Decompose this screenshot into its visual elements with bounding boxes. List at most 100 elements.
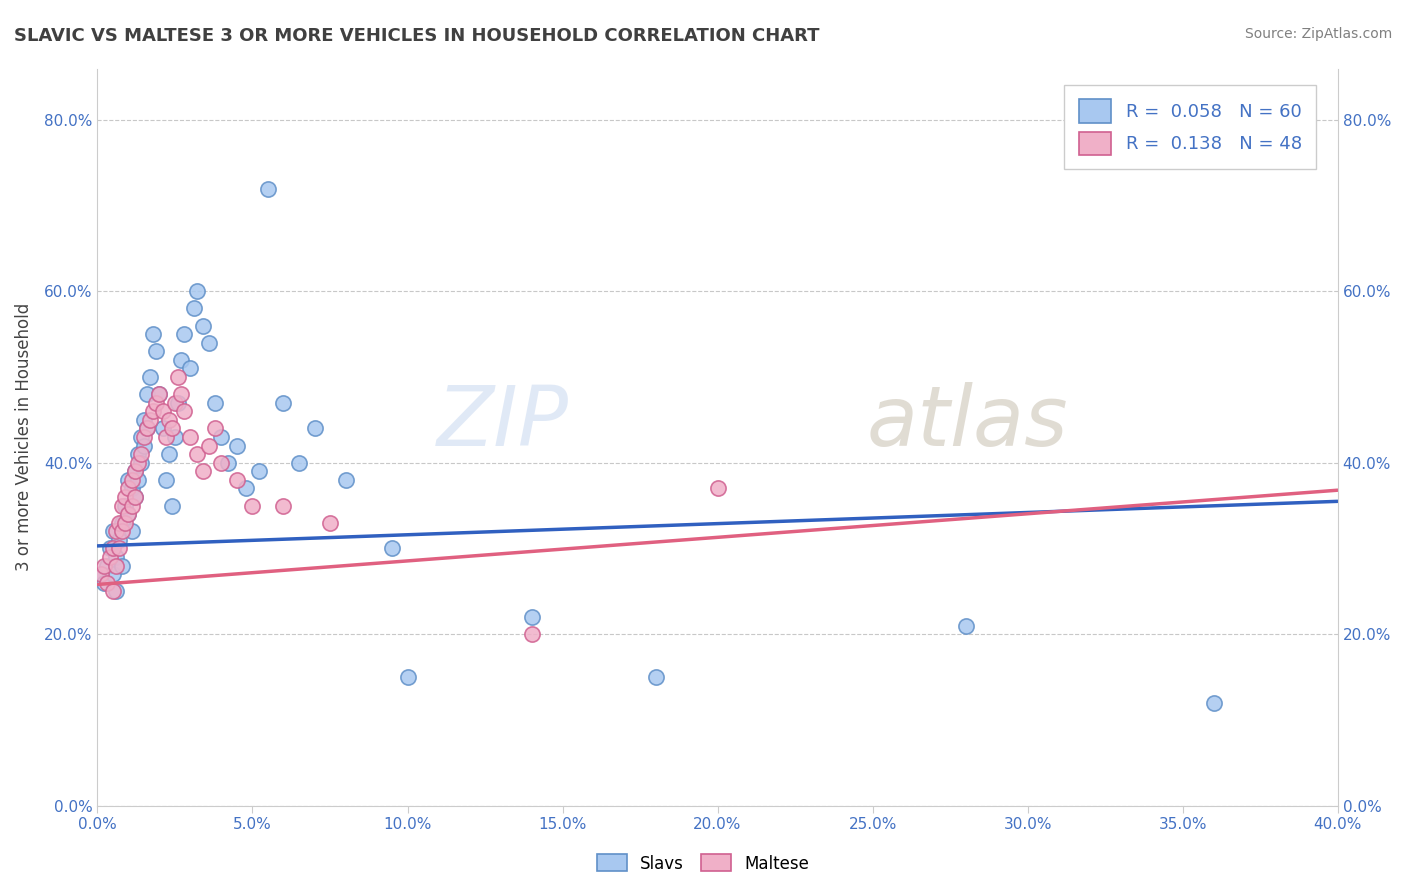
Legend: Slavs, Maltese: Slavs, Maltese [591,847,815,880]
Point [101,584,124,599]
Point [145,344,167,359]
Point [148,387,170,401]
Point [132,439,155,453]
Point [129,456,152,470]
Point [117,482,139,496]
Point [96,575,118,590]
Point [226,473,249,487]
Point [111,558,134,573]
Point [139,370,162,384]
Legend: R =  0.058   N = 60, R =  0.138   N = 48: R = 0.058 N = 60, R = 0.138 N = 48 [1064,85,1316,169]
Point [520,610,543,624]
Point [127,447,149,461]
Point [163,430,186,444]
Point [152,421,174,435]
Point [90,567,112,582]
Point [235,482,257,496]
Point [157,413,180,427]
Point [170,387,193,401]
Point [191,464,214,478]
Point [127,456,149,470]
Point [152,404,174,418]
Point [136,387,159,401]
Point [132,413,155,427]
Point [204,396,226,410]
Point [105,524,128,539]
Point [706,482,728,496]
Point [155,473,177,487]
Text: ZIP: ZIP [437,382,569,463]
Point [173,327,195,342]
Point [145,396,167,410]
Point [93,575,115,590]
Point [114,490,136,504]
Y-axis label: 3 or more Vehicles in Household: 3 or more Vehicles in Household [15,303,32,571]
Point [142,404,165,418]
Point [211,456,233,470]
Point [1202,696,1225,710]
Point [288,456,311,470]
Point [136,421,159,435]
Point [111,524,134,539]
Text: atlas: atlas [866,382,1069,463]
Point [198,439,221,453]
Point [96,558,118,573]
Point [148,387,170,401]
Point [105,584,128,599]
Point [129,430,152,444]
Point [183,301,205,316]
Point [157,447,180,461]
Point [121,524,143,539]
Point [191,318,214,333]
Point [160,421,183,435]
Point [117,473,139,487]
Point [139,413,162,427]
Point [242,499,264,513]
Point [273,396,295,410]
Point [98,541,121,556]
Point [90,567,112,582]
Point [101,541,124,556]
Point [121,482,143,496]
Point [247,464,270,478]
Point [132,430,155,444]
Point [170,352,193,367]
Point [127,473,149,487]
Point [124,490,146,504]
Point [226,439,249,453]
Point [121,473,143,487]
Point [142,327,165,342]
Point [186,285,208,299]
Point [167,396,190,410]
Point [520,627,543,641]
Point [108,533,131,547]
Point [93,558,115,573]
Point [114,516,136,530]
Point [124,490,146,504]
Point [105,549,128,564]
Point [167,370,190,384]
Point [173,404,195,418]
Point [124,464,146,478]
Point [160,499,183,513]
Point [179,361,201,376]
Point [114,499,136,513]
Point [186,447,208,461]
Point [108,516,131,530]
Point [111,516,134,530]
Point [101,567,124,582]
Point [396,670,419,684]
Point [955,618,977,632]
Point [155,430,177,444]
Point [211,430,233,444]
Point [98,549,121,564]
Point [381,541,404,556]
Point [129,447,152,461]
Point [204,421,226,435]
Point [319,516,342,530]
Point [117,507,139,521]
Point [217,456,239,470]
Point [257,181,280,195]
Point [273,499,295,513]
Point [198,335,221,350]
